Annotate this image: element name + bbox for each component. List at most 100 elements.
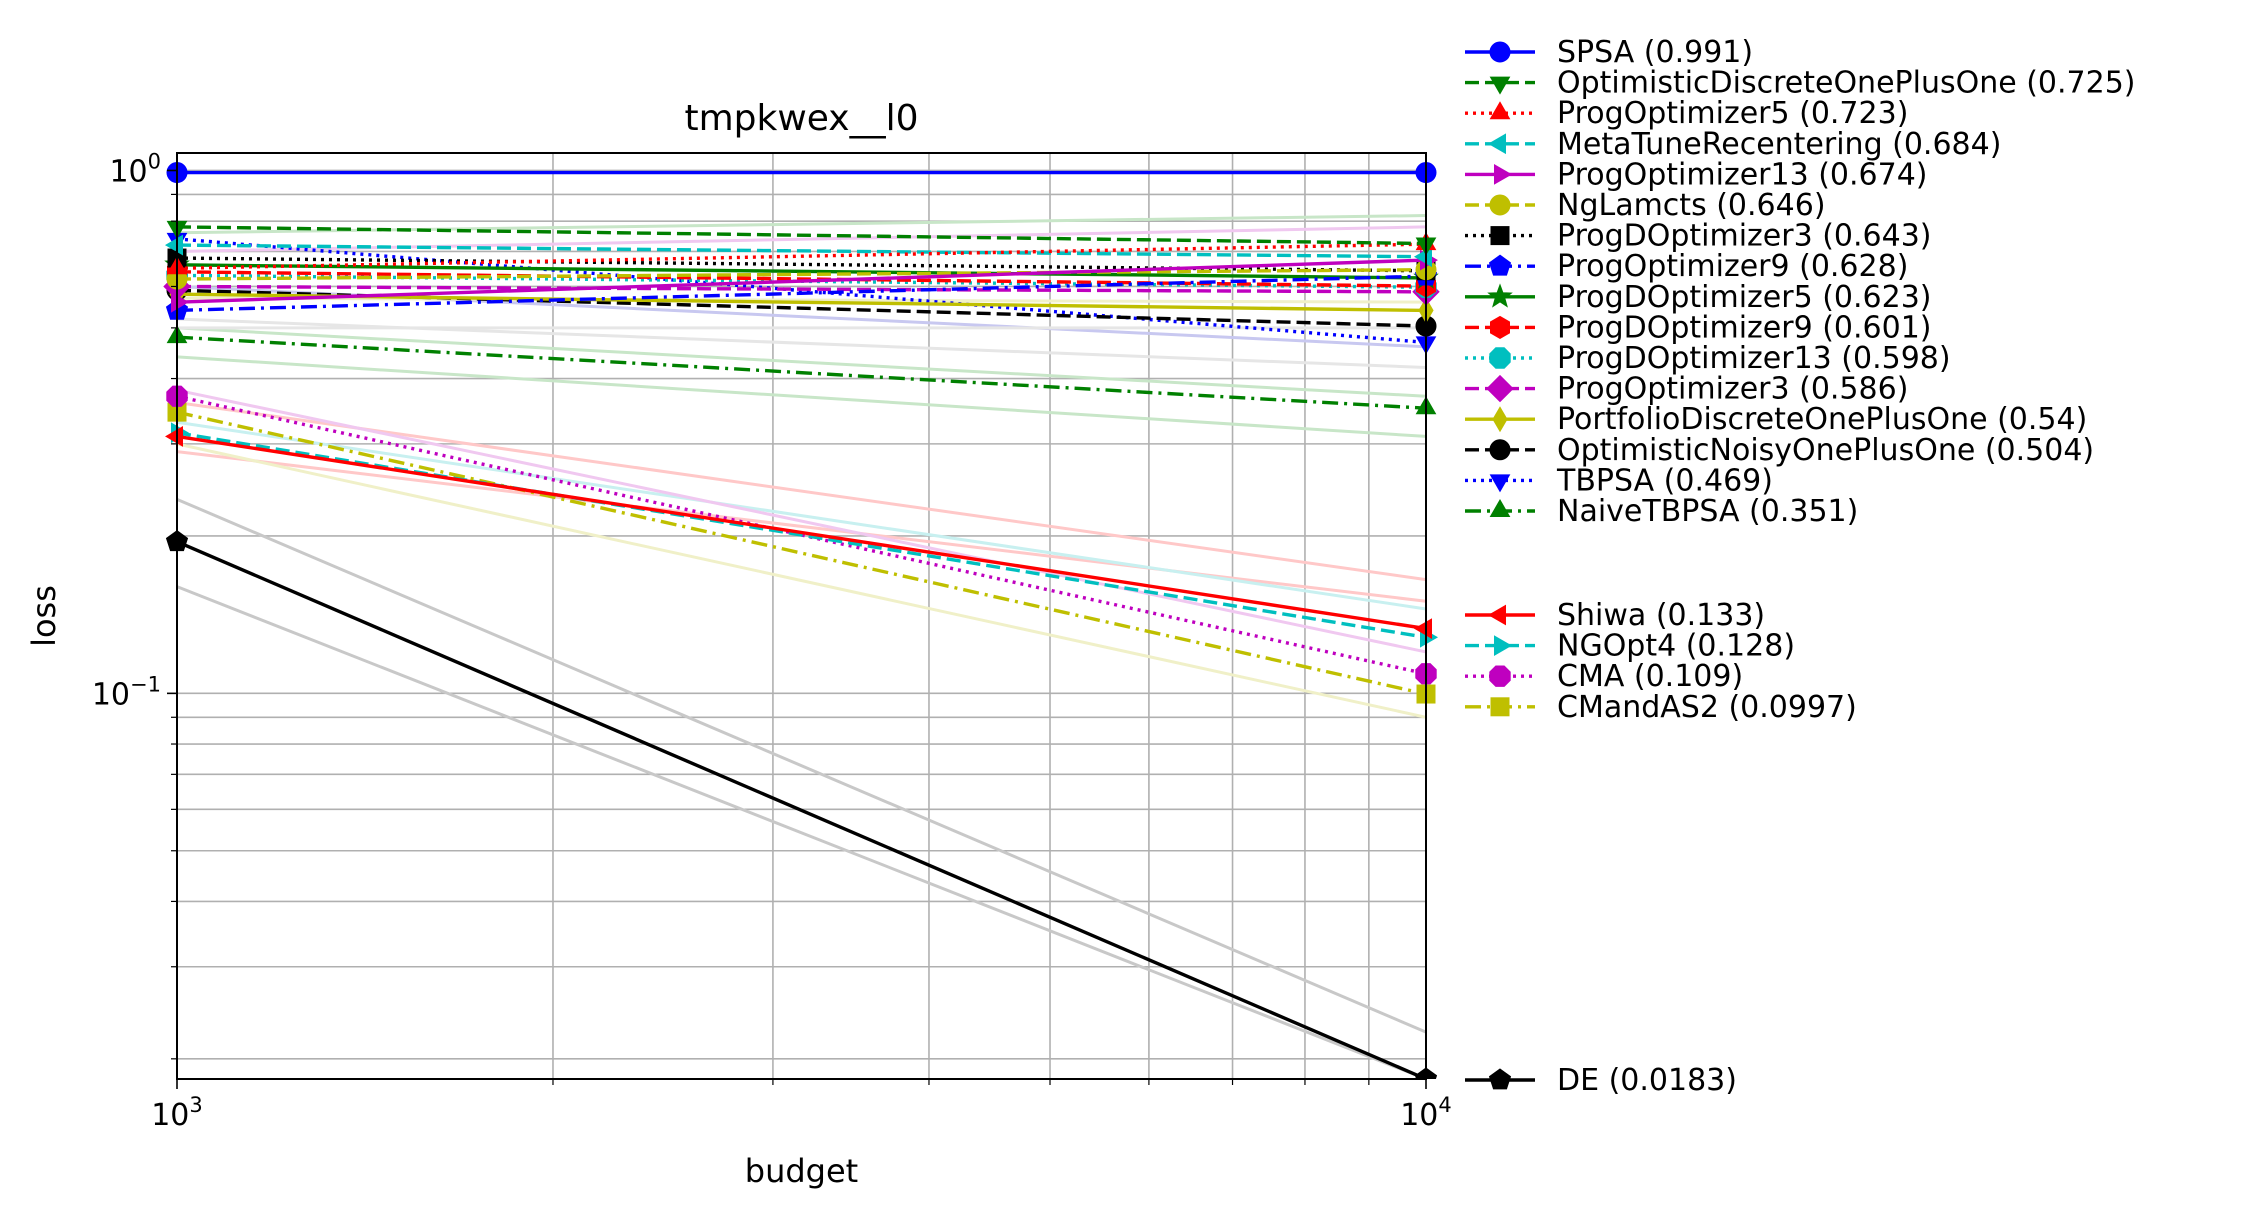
legend-label: SPSA (0.991) — [1557, 35, 1753, 70]
y-tick-label: 100 — [109, 149, 161, 189]
legend-entry: TBPSA (0.469) — [1465, 463, 1773, 498]
series-line — [176, 263, 1427, 280]
legend-marker — [1494, 635, 1513, 656]
legend-label: CMandAS2 (0.0997) — [1557, 690, 1857, 725]
legend-marker — [1490, 315, 1510, 339]
legend-marker — [1488, 1068, 1512, 1090]
legend-marker — [1490, 697, 1510, 717]
legend-label: NaiveTBPSA (0.351) — [1557, 494, 1858, 529]
plot-frame — [176, 152, 1427, 1080]
series-line — [176, 434, 1427, 631]
legend-marker — [1489, 474, 1511, 493]
x-tick-label: 103 — [151, 1093, 203, 1133]
legend-label: ProgOptimizer9 (0.628) — [1557, 249, 1908, 284]
legend-label: ProgDOptimizer13 (0.598) — [1557, 341, 1951, 376]
x-axis-label: budget — [745, 1152, 858, 1190]
legend-label: DE (0.0183) — [1557, 1063, 1737, 1098]
series-marker — [165, 234, 183, 256]
axis-ticks: 103 104 100 10−1 — [92, 149, 1452, 1133]
legend-entry: Shiwa (0.133) — [1465, 598, 1765, 633]
legend-label: OptimisticNoisyOnePlusOne (0.504) — [1557, 433, 2094, 468]
legend-marker — [1486, 374, 1514, 403]
legend-marker — [1489, 76, 1511, 95]
legend-marker — [1494, 164, 1513, 185]
legend-marker — [1490, 226, 1510, 246]
legend-entry: ProgDOptimizer13 (0.598) — [1465, 341, 1951, 376]
legend-entry: ProgOptimizer5 (0.723) — [1465, 96, 1908, 131]
series-line — [176, 540, 1427, 1079]
legend-marker — [1487, 283, 1513, 308]
faint-series-line — [176, 400, 1427, 582]
legend: SPSA (0.991)OptimisticDiscreteOnePlusOne… — [1465, 35, 2136, 1098]
faint-series-line — [176, 388, 1427, 654]
legend-marker — [1488, 254, 1512, 276]
legend-entry: CMandAS2 (0.0997) — [1465, 690, 1857, 725]
series-line — [176, 292, 1427, 313]
legend-entry: NaiveTBPSA (0.351) — [1465, 494, 1858, 529]
series-line — [176, 284, 1427, 294]
y-tick-label: 10−1 — [92, 672, 161, 712]
legend-entry: ProgOptimizer3 (0.586) — [1465, 372, 1908, 407]
series-line — [176, 270, 1427, 288]
legend-entry: ProgOptimizer9 (0.628) — [1465, 249, 1908, 284]
faint-series-line — [176, 355, 1427, 438]
legend-entry: MetaTuneRecentering (0.684) — [1465, 127, 2001, 162]
legend-label: ProgDOptimizer5 (0.623) — [1557, 280, 1932, 315]
series-marker — [1413, 618, 1432, 639]
legend-marker — [1487, 133, 1506, 155]
legend-label: Shiwa (0.133) — [1557, 598, 1765, 633]
y-axis-label: loss — [25, 585, 63, 647]
chart-title: tmpkwex__l0 — [684, 98, 918, 139]
series-line — [176, 243, 1427, 259]
faint-lines — [176, 214, 1427, 1081]
faint-series-line — [176, 442, 1427, 719]
legend-label: ProgDOptimizer3 (0.643) — [1557, 219, 1932, 254]
legend-label: TBPSA (0.469) — [1556, 463, 1773, 498]
legend-label: ProgOptimizer3 (0.586) — [1557, 372, 1908, 407]
series-line — [176, 394, 1427, 676]
faint-series-line — [176, 585, 1427, 1081]
legend-entry: DE (0.0183) — [1465, 1063, 1737, 1098]
legend-label: PortfolioDiscreteOnePlusOne (0.54) — [1557, 402, 2087, 437]
legend-label: ProgOptimizer13 (0.674) — [1557, 157, 1928, 192]
series-line — [176, 242, 1427, 270]
legend-entry: CMA (0.109) — [1465, 659, 1743, 694]
legend-entry: OptimisticNoisyOnePlusOne (0.504) — [1465, 433, 2094, 468]
x-tick-label: 104 — [1400, 1093, 1452, 1133]
legend-marker — [1489, 347, 1511, 369]
faint-series-line — [176, 497, 1427, 1034]
faint-series-line — [176, 296, 1427, 304]
legend-label: CMA (0.109) — [1557, 659, 1743, 694]
series-marker — [171, 291, 189, 313]
faint-series-line — [176, 450, 1427, 603]
legend-label: ProgOptimizer5 (0.723) — [1557, 96, 1908, 131]
legend-marker — [1489, 439, 1511, 461]
legend-marker — [1489, 194, 1511, 216]
legend-entry: ProgDOptimizer5 (0.623) — [1465, 280, 1932, 315]
legend-label: NgLamcts (0.646) — [1557, 188, 1826, 223]
legend-entry: NGOpt4 (0.128) — [1465, 629, 1795, 664]
series-marker — [165, 426, 183, 447]
legend-entry: SPSA (0.991) — [1465, 35, 1753, 70]
legend-entry: PortfolioDiscreteOnePlusOne (0.54) — [1465, 402, 2087, 437]
legend-entry: OptimisticDiscreteOnePlusOne (0.725) — [1465, 66, 2136, 101]
legend-label: NGOpt4 (0.128) — [1557, 629, 1795, 664]
legend-marker — [1489, 498, 1511, 517]
legend-marker — [1489, 665, 1511, 687]
faint-series-line — [176, 326, 1427, 398]
legend-entry: ProgDOptimizer9 (0.601) — [1465, 310, 1932, 345]
legend-marker — [1492, 406, 1508, 433]
legend-entry: ProgOptimizer13 (0.674) — [1465, 157, 1928, 192]
series-line — [176, 410, 1427, 696]
legend-marker — [1489, 41, 1511, 63]
legend-label: ProgDOptimizer9 (0.601) — [1557, 310, 1932, 345]
legend-marker — [1487, 604, 1506, 626]
series-line — [176, 225, 1427, 246]
series-group — [165, 426, 1432, 639]
series-line — [176, 268, 1427, 281]
faint-series-line — [176, 420, 1427, 611]
series-line — [176, 274, 1427, 313]
legend-label: MetaTuneRecentering (0.684) — [1557, 127, 2001, 162]
